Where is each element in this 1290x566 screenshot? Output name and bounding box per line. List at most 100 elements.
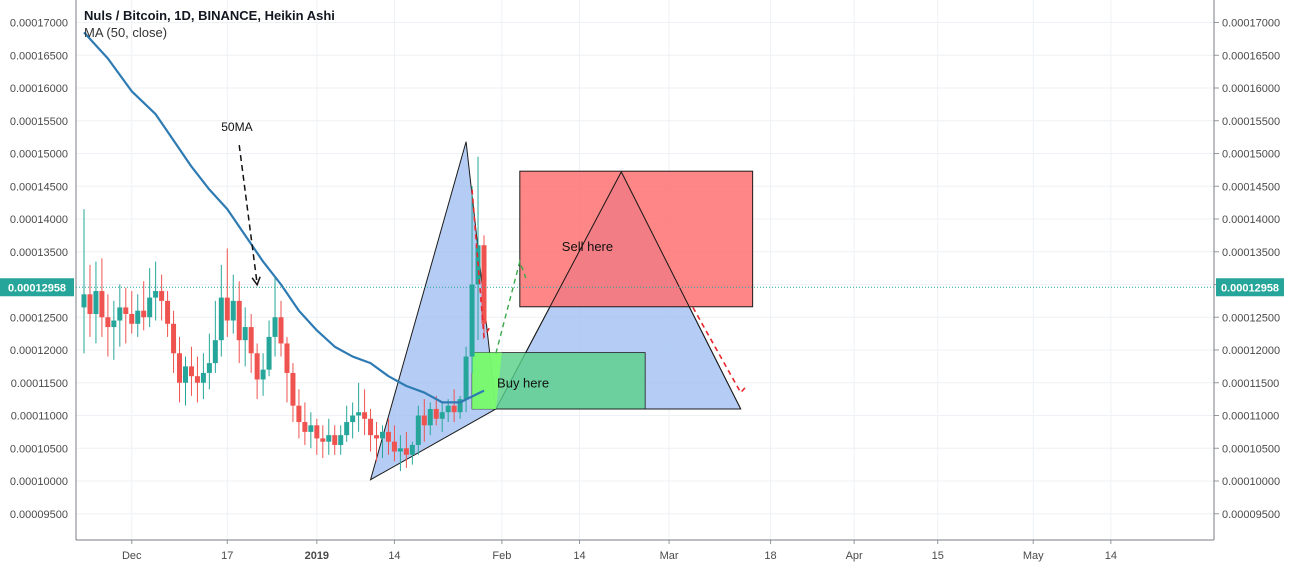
price-tick-right: 0.00011500 [1222, 378, 1279, 390]
time-tick-label: 18 [764, 550, 776, 562]
candle-body [182, 366, 188, 383]
candle-body [344, 422, 350, 436]
price-tick-left: 0.00014000 [10, 214, 68, 226]
symbol-title[interactable]: Nuls / Bitcoin, 1D, BINANCE, Heikin Ashi [84, 8, 335, 23]
price-tick-left: 0.00014500 [10, 181, 68, 193]
candle-body [272, 317, 278, 337]
candle-body [332, 435, 338, 445]
candle-body [93, 291, 99, 314]
candle-body [415, 415, 421, 445]
candle-body [457, 399, 463, 413]
ma-indicator-label[interactable]: MA (50, close) [84, 25, 168, 40]
triangle-outline [495, 170, 742, 410]
candle-body [278, 317, 284, 344]
candle-body [296, 405, 302, 423]
time-tick-label: 17 [221, 550, 233, 562]
candle-body [194, 376, 200, 383]
candle-body [171, 323, 177, 354]
price-tick-left: 0.00015500 [10, 116, 68, 128]
candle-body [105, 317, 111, 328]
candle-body [212, 340, 218, 364]
sell-zone-box [519, 170, 754, 308]
candle-body [326, 435, 332, 442]
price-tick-left: 0.00015000 [10, 149, 68, 161]
price-tick-left: 0.00010500 [10, 443, 68, 455]
candle-body [320, 438, 326, 442]
buy-here-label: Buy here [497, 376, 549, 391]
candle-body [397, 448, 403, 452]
candle-body [374, 435, 380, 439]
candle-body [99, 291, 105, 318]
ma-annotation-label: 50MA [221, 120, 252, 134]
time-tick-label: Mar [660, 550, 679, 562]
candle-body [141, 310, 147, 318]
price-tick-right: 0.00015000 [1222, 149, 1280, 161]
chart-legend: Nuls / Bitcoin, 1D, BINANCE, Heikin Ashi… [84, 7, 335, 41]
candle-body [135, 310, 141, 324]
time-tick-label: 14 [388, 550, 400, 562]
price-tick-right: 0.00014000 [1222, 214, 1280, 226]
candle-body [123, 307, 129, 314]
price-tick-left: 0.00009500 [10, 509, 68, 521]
price-tick-right: 0.00009500 [1222, 509, 1280, 521]
buy-zone-highlight [472, 352, 502, 409]
price-tick-right: 0.00012000 [1222, 345, 1280, 357]
candle-body [218, 297, 224, 341]
current-price-badge-left [0, 278, 74, 297]
price-tick-left: 0.00010000 [10, 476, 68, 488]
time-tick-label: May [1023, 550, 1044, 562]
candle-body [165, 300, 171, 324]
price-tick-left: 0.00013500 [10, 247, 68, 259]
candle-body [177, 353, 183, 383]
time-tick-label: Feb [492, 550, 511, 562]
price-tick-right: 0.00014500 [1222, 181, 1280, 193]
current-price-badge-right [1216, 278, 1284, 297]
candle-body [380, 431, 385, 439]
candle-body [248, 327, 254, 354]
time-tick-label: 15 [932, 550, 944, 562]
price-tick-right: 0.00011000 [1222, 411, 1279, 423]
price-tick-right: 0.00015500 [1222, 116, 1280, 128]
candle-body [362, 412, 368, 419]
ma-50-line [83, 31, 485, 404]
sell-here-label: Sell here [562, 239, 613, 254]
candle-body [260, 369, 266, 380]
candle-body [159, 291, 165, 301]
price-tick-right: 0.00016500 [1222, 50, 1280, 62]
candle-body [421, 415, 427, 426]
candle-body [117, 307, 123, 321]
price-tick-left: 0.00011500 [11, 378, 68, 390]
candles [81, 156, 487, 472]
candle-body [188, 366, 194, 377]
candle-body [451, 405, 457, 413]
candle-body [427, 408, 433, 426]
candle-body [403, 448, 409, 455]
candle-body [81, 294, 87, 308]
price-tick-right: 0.00012500 [1222, 312, 1280, 324]
candle-body [356, 412, 362, 416]
candle-body [481, 245, 487, 324]
candle-body [338, 435, 344, 445]
price-tick-right: 0.00016000 [1222, 83, 1280, 95]
red-dash-projection-1 [471, 189, 491, 340]
time-tick-label: 2019 [305, 550, 329, 562]
price-tick-right: 0.00017000 [1222, 18, 1280, 30]
candle-body [439, 412, 445, 419]
candle-body [350, 415, 356, 423]
time-tick-label: 14 [573, 550, 585, 562]
time-tick-label: 14 [1105, 550, 1117, 562]
candle-body [290, 372, 296, 406]
candle-body [242, 327, 248, 341]
price-tick-left: 0.00016500 [10, 50, 68, 62]
candle-body [206, 363, 212, 373]
candle-body [409, 444, 415, 455]
price-tick-right: 0.00010000 [1222, 476, 1280, 488]
price-tick-left: 0.00012000 [10, 345, 68, 357]
price-tick-left: 0.00016000 [10, 83, 68, 95]
ma-pointer-arrow [238, 145, 258, 284]
price-tick-right: 0.00013500 [1222, 247, 1280, 259]
time-tick-label: Dec [122, 550, 142, 562]
candle-body [87, 294, 93, 314]
